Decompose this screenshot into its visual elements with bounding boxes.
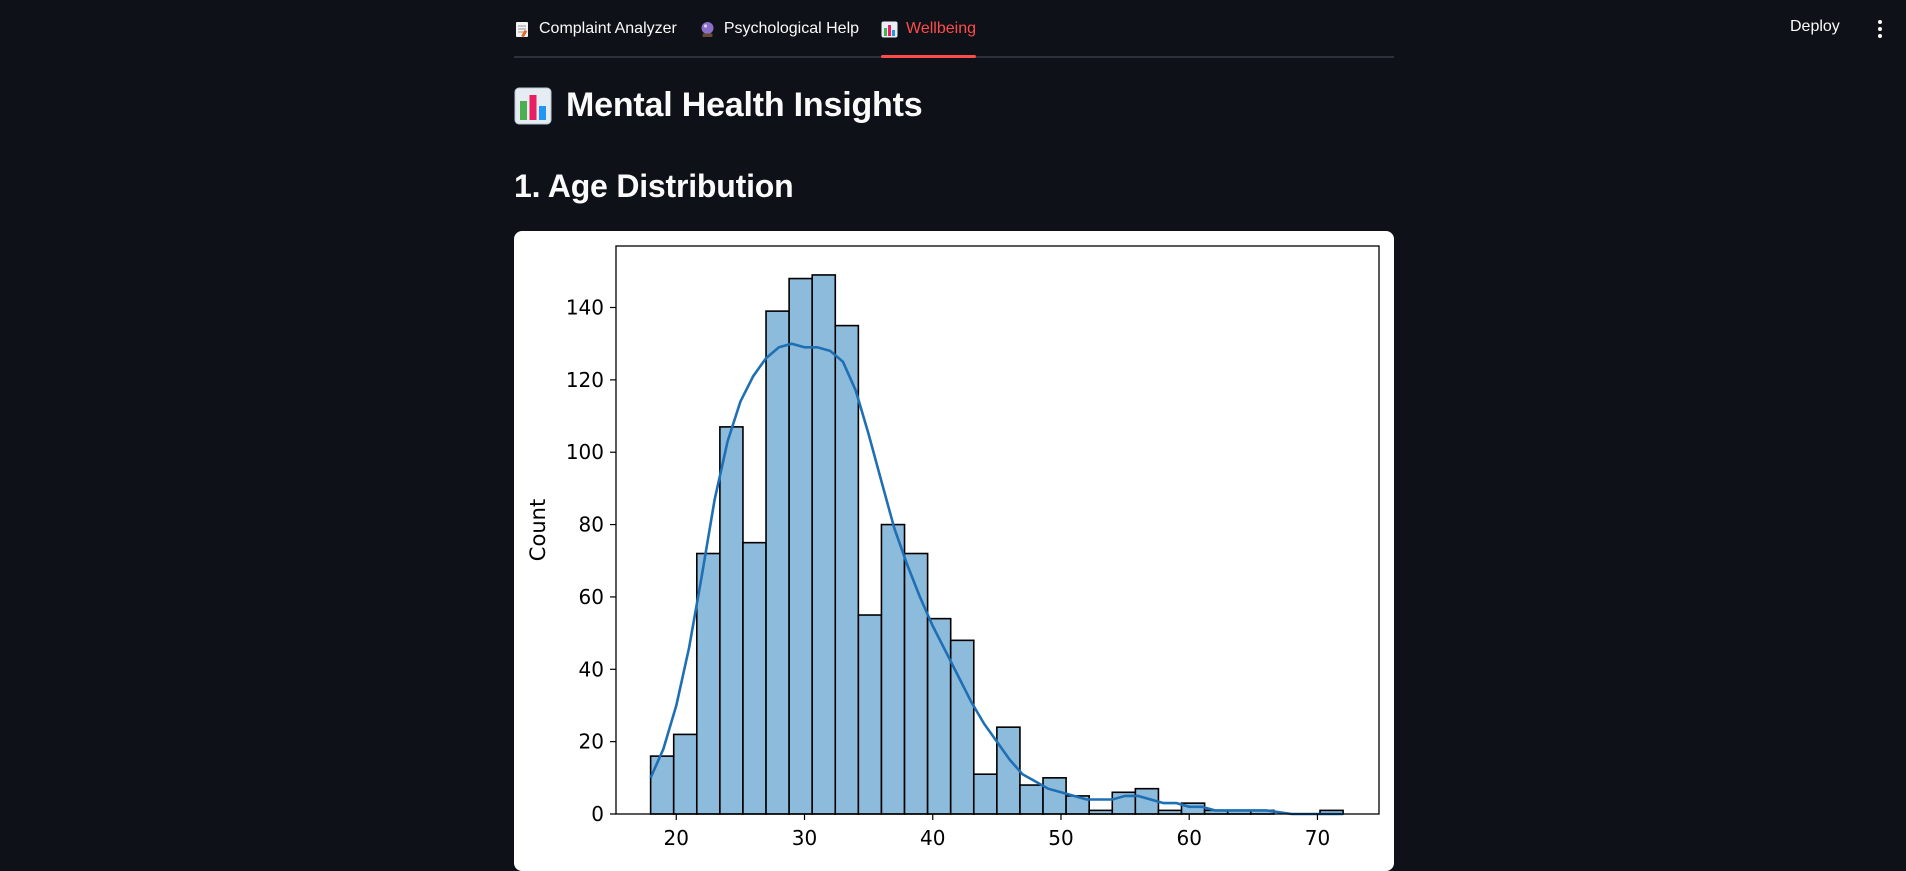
histogram-bar <box>880 523 906 815</box>
y-tick-label: 20 <box>579 730 604 754</box>
x-tick-label: 20 <box>664 826 689 850</box>
histogram-bar <box>649 755 675 815</box>
y-tick-label: 60 <box>579 585 604 609</box>
histogram-bars <box>649 274 1344 815</box>
age-distribution-chart: 0 20 40 60 80 100 120 140 20 30 40 50 60 70 Count <box>514 231 1394 871</box>
tab-complaint-analyzer-label: Complaint Analyzer <box>539 20 677 37</box>
memo-icon <box>514 21 531 38</box>
histogram-bar <box>695 552 721 815</box>
histogram-bar <box>903 552 929 815</box>
tab-psychological-help[interactable]: Psychological Help <box>699 0 859 56</box>
section-title: 1. Age Distribution <box>514 168 794 204</box>
histogram-bar <box>996 726 1021 815</box>
histogram-bar <box>834 324 860 815</box>
crystal-ball-icon <box>699 21 716 38</box>
y-axis-label: Count <box>526 499 550 561</box>
page-title: Mental Health Insights <box>514 86 923 125</box>
histogram-bar <box>972 773 998 815</box>
deploy-button[interactable]: Deploy <box>1790 18 1840 35</box>
page-tabs: Complaint Analyzer Psychological Help <box>514 0 1394 58</box>
tab-wellbeing-label: Wellbeing <box>906 20 976 37</box>
page-title-text: Mental Health Insights <box>566 86 923 124</box>
y-tick-label: 140 <box>566 296 604 320</box>
kde-line <box>649 342 1344 816</box>
x-tick-label: 40 <box>920 826 945 850</box>
histogram-bar <box>811 274 837 815</box>
x-tick-label: 70 <box>1305 826 1330 850</box>
tab-complaint-analyzer[interactable]: Complaint Analyzer <box>514 0 677 56</box>
histogram-bar <box>788 277 813 815</box>
tab-wellbeing[interactable]: Wellbeing <box>881 0 976 58</box>
plot-frame <box>615 245 1380 815</box>
y-tick-label: 120 <box>566 368 604 392</box>
y-tick-label: 0 <box>591 802 604 826</box>
x-axis: 20 30 40 50 60 70 <box>664 814 1330 850</box>
y-tick-label: 100 <box>566 440 604 464</box>
histogram-bar <box>1019 784 1044 815</box>
histogram-bar <box>672 733 698 815</box>
app-header: Complaint Analyzer Psychological Help <box>0 0 1906 60</box>
histogram-bar <box>926 617 952 815</box>
x-tick-label: 30 <box>792 826 817 850</box>
histogram-bar <box>1042 777 1067 815</box>
y-tick-label: 40 <box>579 657 604 681</box>
x-tick-label: 60 <box>1176 826 1201 850</box>
histogram-bar <box>719 426 744 815</box>
tab-psychological-help-label: Psychological Help <box>723 20 860 37</box>
y-axis: 0 20 40 60 80 100 120 140 <box>566 296 616 826</box>
y-tick-label: 80 <box>579 513 604 537</box>
histogram-bar <box>765 310 790 815</box>
histogram-bar <box>857 614 883 815</box>
histogram-bar <box>742 541 767 815</box>
bar-chart-icon <box>514 87 552 125</box>
histogram-svg: 0 20 40 60 80 100 120 140 20 30 40 50 60 70 Count <box>526 245 1380 850</box>
x-tick-label: 50 <box>1048 826 1073 850</box>
bar-chart-icon <box>881 21 898 38</box>
kebab-menu-icon[interactable] <box>1874 18 1886 40</box>
